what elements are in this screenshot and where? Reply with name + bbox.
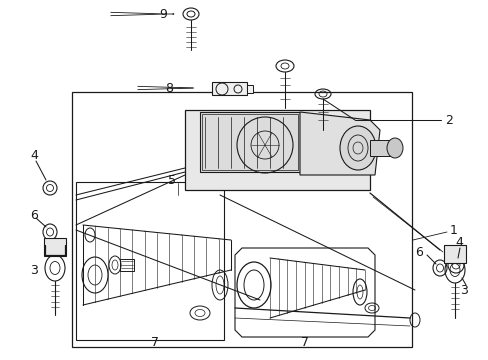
Text: 5: 5 [168, 174, 176, 186]
Text: 2: 2 [444, 113, 452, 126]
Bar [212, 82, 246, 95]
Text: 6: 6 [414, 246, 422, 258]
Text: 1: 1 [449, 224, 457, 237]
Bar [44, 238, 66, 256]
Text: 3: 3 [30, 264, 38, 276]
Polygon shape [299, 112, 379, 175]
Text: 6: 6 [30, 208, 38, 221]
Bar [202, 114, 297, 170]
Bar [200, 112, 299, 172]
Ellipse shape [386, 138, 402, 158]
Text: 4: 4 [454, 235, 462, 248]
Bar [246, 85, 252, 93]
Text: 9: 9 [159, 8, 167, 21]
Bar [76, 182, 224, 340]
Bar [184, 110, 369, 190]
Text: 4: 4 [30, 149, 38, 162]
Text: 3: 3 [459, 284, 467, 297]
Text: 7: 7 [301, 336, 308, 348]
Bar [72, 92, 411, 347]
Bar [120, 259, 134, 271]
Bar [369, 140, 394, 156]
Bar [443, 245, 465, 263]
Text: 8: 8 [164, 81, 173, 95]
Ellipse shape [339, 126, 375, 170]
Text: 7: 7 [151, 336, 159, 348]
